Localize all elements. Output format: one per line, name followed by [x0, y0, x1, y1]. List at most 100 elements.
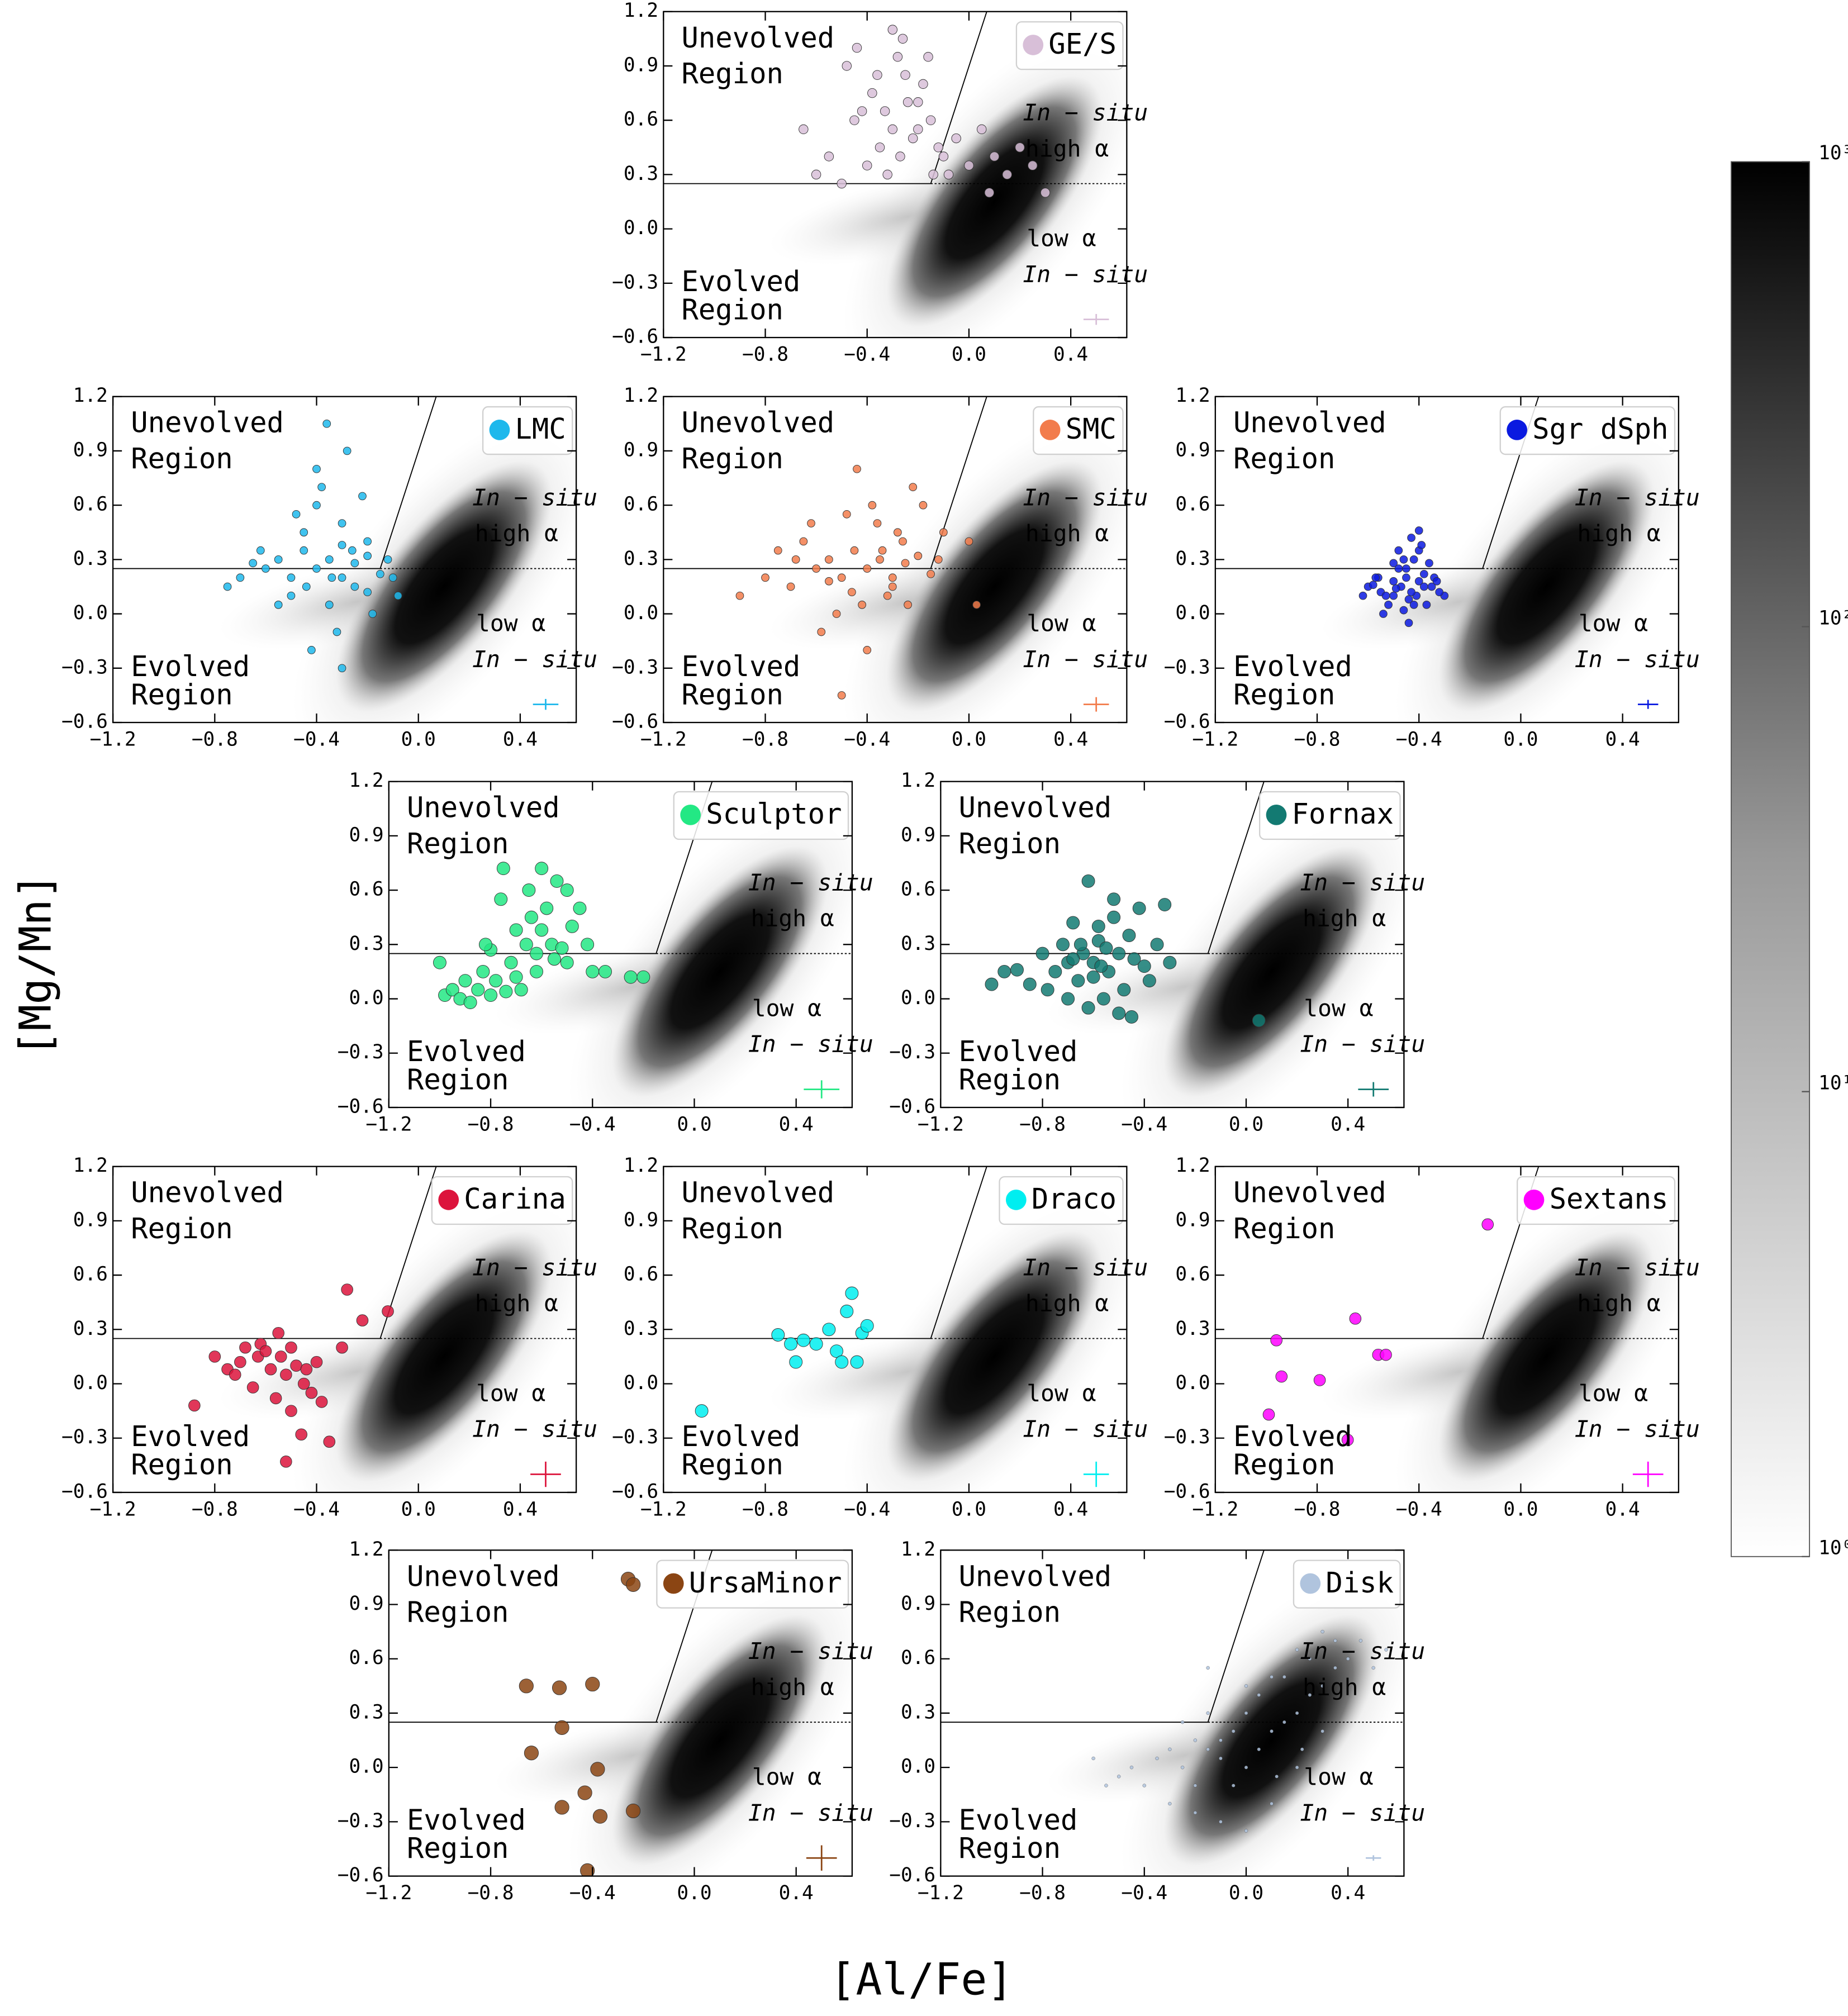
y-tick-label: 0.6: [624, 493, 658, 516]
data-point: [1193, 1811, 1198, 1815]
data-point: [1023, 977, 1037, 991]
data-point: [504, 955, 518, 969]
annotation: high α: [750, 1673, 834, 1700]
panel: [663, 1166, 1127, 1492]
data-point: [522, 883, 536, 897]
data-point: [332, 627, 341, 636]
data-point: [1313, 1374, 1326, 1386]
data-point: [892, 52, 903, 62]
data-point: [914, 551, 923, 560]
legend-marker: [1023, 35, 1044, 55]
data-point: [550, 874, 564, 888]
annotation: Unevolved: [407, 1559, 560, 1592]
annotation: In − situ: [1023, 261, 1148, 288]
data-point: [1425, 559, 1433, 568]
data-point: [636, 970, 650, 984]
annotation: Region: [681, 1448, 783, 1481]
y-tick-label: −0.6: [612, 711, 658, 733]
y-tick-label: 1.2: [73, 1154, 108, 1177]
annotation: In − situ: [1023, 1416, 1148, 1443]
panel: [1215, 396, 1679, 723]
data-point: [972, 601, 981, 609]
data-point: [307, 646, 316, 654]
data-point: [350, 559, 359, 568]
density-core: [336, 460, 553, 712]
data-point: [269, 1392, 282, 1405]
data-point: [524, 910, 538, 924]
data-point: [1333, 1666, 1337, 1670]
data-point: [336, 1341, 348, 1354]
data-point: [1384, 601, 1393, 609]
y-tick-label: 1.2: [349, 1538, 383, 1561]
legend-box: [1517, 1176, 1676, 1225]
annotation: Region: [1233, 442, 1335, 475]
x-tick-label: −0.4: [1396, 729, 1442, 751]
annotation: Unevolved: [407, 791, 560, 824]
data-point: [997, 964, 1011, 978]
annotation: high α: [1025, 1290, 1109, 1317]
y-tick-label: −0.6: [1164, 711, 1210, 733]
data-point: [1414, 577, 1423, 586]
data-point: [964, 160, 974, 170]
data-point: [343, 446, 351, 455]
annotation: low α: [1027, 610, 1096, 636]
data-point: [1417, 541, 1426, 549]
data-point: [1391, 584, 1400, 593]
data-point: [586, 964, 600, 978]
annotation: Region: [681, 293, 783, 326]
data-point: [822, 1323, 836, 1337]
y-tick-label: 0.3: [901, 1701, 935, 1723]
data-point: [850, 546, 859, 555]
data-point: [274, 555, 283, 564]
data-point: [484, 988, 497, 1002]
data-point: [208, 1351, 221, 1363]
y-tick-label: 1.2: [901, 769, 935, 792]
data-point: [894, 528, 902, 537]
annotation: low α: [476, 1380, 545, 1406]
y-tick-label: 0.6: [624, 1263, 658, 1286]
data-point: [868, 501, 877, 510]
legend-marker: [1507, 420, 1527, 440]
density-core: [886, 460, 1103, 712]
y-tick-label: −0.6: [1164, 1480, 1210, 1503]
data-point: [850, 1355, 864, 1369]
legend-marker: [1039, 420, 1061, 440]
data-point: [1107, 892, 1121, 906]
data-point: [433, 955, 446, 969]
data-point: [943, 169, 954, 180]
annotation: Region: [959, 1596, 1061, 1629]
annotation: In − situ: [1023, 484, 1148, 511]
x-tick-label: −0.4: [1396, 1499, 1442, 1521]
y-tick-label: 0.3: [901, 933, 935, 955]
data-point: [246, 1381, 259, 1394]
data-point: [1158, 898, 1172, 911]
data-point: [1333, 1639, 1337, 1643]
legend-box: [1015, 21, 1124, 70]
data-point: [259, 1345, 272, 1357]
data-point: [530, 964, 543, 978]
boundary-line: [930, 396, 987, 569]
annotation: Unevolved: [681, 21, 834, 54]
annotation: Unevolved: [681, 1176, 834, 1209]
annotation: Unevolved: [131, 406, 284, 439]
y-tick-label: −0.3: [1164, 1426, 1210, 1448]
data-point: [1369, 581, 1377, 589]
data-point: [1015, 142, 1025, 153]
annotation: In − situ: [1575, 646, 1700, 673]
data-point: [249, 559, 257, 568]
density-core: [1438, 1230, 1655, 1482]
annotation: In − situ: [1300, 1799, 1425, 1826]
data-point: [1041, 983, 1054, 997]
data-point: [1163, 955, 1177, 969]
data-point: [1129, 1766, 1134, 1770]
data-point: [1320, 1684, 1324, 1688]
x-tick-label: 0.4: [1331, 1882, 1365, 1904]
legend-marker: [663, 1573, 684, 1594]
y-tick-label: −0.6: [612, 1480, 658, 1503]
x-tick-label: −0.4: [844, 1499, 890, 1521]
boundary-line: [379, 396, 437, 569]
data-point: [1206, 1747, 1210, 1751]
x-tick-label: −0.4: [1121, 1114, 1167, 1136]
y-tick-label: 0.9: [73, 1209, 108, 1231]
annotation: Region: [407, 1596, 509, 1629]
